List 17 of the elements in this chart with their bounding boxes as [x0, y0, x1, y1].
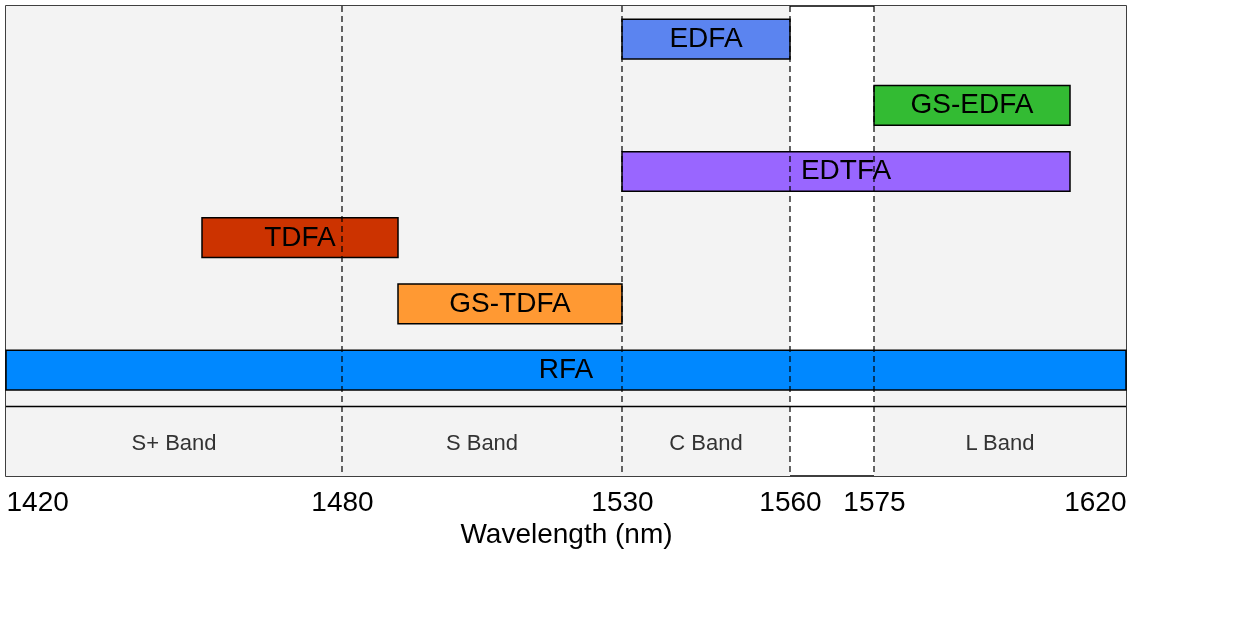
x-tick-label: 1530	[591, 485, 654, 517]
x-axis-title: Wavelength (nm)	[460, 517, 673, 549]
y-tick-label: EDFA	[669, 22, 743, 54]
band-label: L Band	[965, 429, 1035, 455]
x-tick-label: 1480	[311, 485, 374, 517]
x-tick-label: 1575	[843, 485, 906, 517]
band-label: S Band	[445, 429, 519, 455]
x-tick-label: 1420	[6, 485, 69, 517]
band-label: S+ Band	[131, 429, 217, 455]
y-tick-label: EDTFA	[800, 154, 892, 186]
y-tick-label: GS-TDFA	[449, 286, 571, 318]
band-label: C Band	[669, 429, 743, 455]
y-tick-label: GS-EDFA	[910, 88, 1034, 120]
y-tick-label: RFA	[538, 353, 594, 385]
y-tick-label: TDFA	[264, 220, 337, 252]
x-tick-label: 1560	[759, 485, 822, 517]
x-tick-label: 1620	[1064, 485, 1127, 517]
